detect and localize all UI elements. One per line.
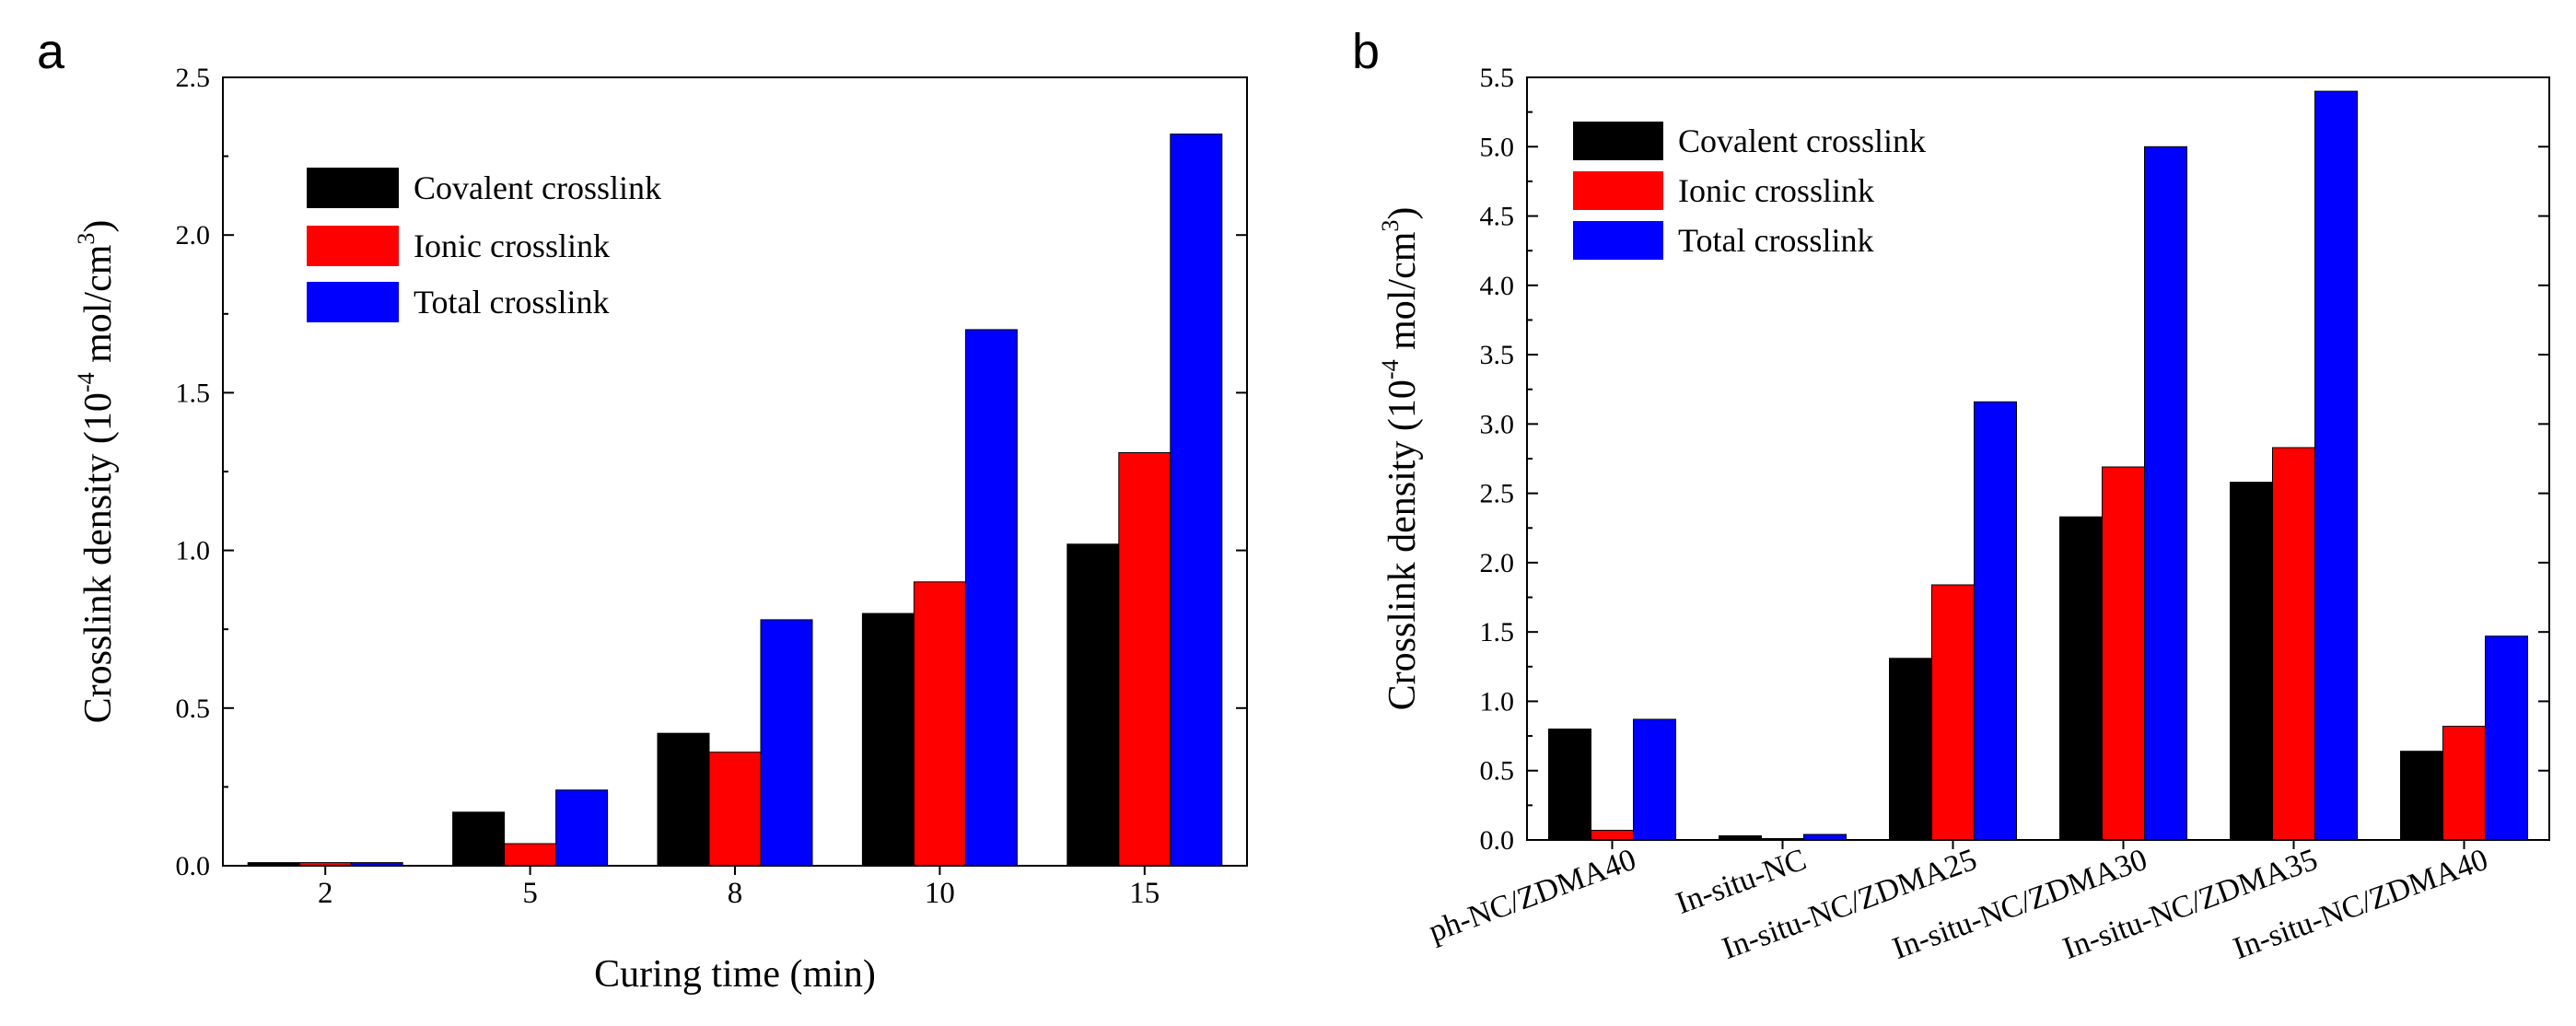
bar-b-total-crosslink-5 (2485, 635, 2528, 841)
y-tick-label-a-1: 0.5 (176, 694, 211, 724)
bar-b-covalent-crosslink-3 (2059, 516, 2103, 841)
y-tick-label-a-4: 2.0 (176, 220, 211, 251)
bar-a-covalent-crosslink-1 (452, 811, 506, 867)
y-tick-label-b-0: 0.0 (1480, 825, 1515, 856)
legend-a-label-ionic: Ionic crosslink (414, 227, 610, 264)
bar-a-total-crosslink-4 (1170, 134, 1223, 867)
bar-a-ionic-crosslink-3 (913, 581, 966, 867)
legend-b-label-ionic: Ionic crosslink (1678, 172, 1874, 209)
x-tick-label-b-0: ph-NC/ZDMA40 (1425, 843, 1641, 950)
panel-b-plot-frame (1526, 76, 2550, 841)
y-tick-label-b-4: 2.0 (1480, 548, 1515, 578)
y-tick-label-b-10: 5.0 (1480, 132, 1515, 162)
panel-a-y-ticks: 0.0 0.5 1.0 1.5 2.0 2.5 (176, 63, 1247, 881)
panel-b-y-ticks: 0.0 0.5 1.0 1.5 2.0 2.5 3.0 3.5 4.0 4.5 5.0 5.5 (1480, 63, 2549, 856)
bar-a-ionic-crosslink-2 (708, 752, 762, 867)
y-tick-label-b-11: 5.5 (1480, 63, 1515, 93)
y-tick-label-b-8: 4.0 (1480, 271, 1515, 301)
y-tick-label-b-7: 3.5 (1480, 340, 1515, 370)
panel-b-y-axis-title: Crosslink density (10-4 mol/cm3) (1377, 207, 1424, 711)
y-tick-label-b-1: 0.5 (1480, 756, 1515, 787)
y-tick-label-a-2: 1.0 (176, 536, 211, 566)
y-tick-label-b-6: 3.0 (1480, 409, 1515, 439)
panel-a-plot-frame (222, 76, 1248, 867)
bar-b-covalent-crosslink-4 (2230, 482, 2273, 841)
legend-b-swatch-total (1573, 221, 1663, 260)
panel-a-x-ticks: 2 5 8 10 15 (318, 866, 1160, 910)
bar-b-ionic-crosslink-2 (1931, 584, 1975, 841)
y-tick-label-b-3: 1.5 (1480, 617, 1515, 647)
legend-a-label-total: Total crosslink (414, 284, 609, 321)
bar-b-covalent-crosslink-5 (2400, 751, 2443, 841)
legend-b-label-total: Total crosslink (1678, 222, 1873, 259)
bar-b-ionic-crosslink-0 (1591, 830, 1634, 841)
panel-label-a: a (37, 24, 65, 79)
legend-a-swatch-total (307, 282, 399, 322)
legend-a-swatch-covalent (307, 168, 399, 208)
legend-b-swatch-covalent (1573, 122, 1663, 160)
bar-a-ionic-crosslink-4 (1118, 452, 1171, 867)
bar-b-total-crosslink-2 (1974, 401, 2017, 841)
bar-b-covalent-crosslink-2 (1889, 658, 1932, 841)
bar-b-total-crosslink-3 (2144, 146, 2187, 841)
bar-a-covalent-crosslink-3 (861, 612, 915, 867)
y-tick-label-a-3: 1.5 (176, 378, 211, 408)
panel-a-y-axis-title: Crosslink density (10-4 mol/cm3) (73, 220, 120, 724)
panel-b-x-ticks: ph-NC/ZDMA40 In-situ-NCIn-situ-NC/ZDMA25I… (1425, 840, 2492, 966)
y-tick-label-a-5: 2.5 (176, 63, 211, 93)
x-tick-label-a-2: 8 (728, 877, 743, 910)
legend-b-swatch-ionic (1573, 171, 1663, 210)
bar-a-total-crosslink-3 (964, 329, 1018, 867)
legend-a-label-covalent: Covalent crosslink (414, 169, 661, 206)
bar-a-ionic-crosslink-1 (504, 843, 557, 867)
panel-b-bars (1548, 90, 2528, 841)
bar-b-ionic-crosslink-4 (2272, 447, 2315, 841)
bar-b-ionic-crosslink-3 (2102, 466, 2145, 841)
bar-b-ionic-crosslink-5 (2442, 726, 2486, 841)
x-tick-label-a-3: 10 (925, 877, 955, 910)
panel-a-x-axis-title: Curing time (min) (594, 953, 876, 996)
bar-a-total-crosslink-1 (555, 789, 609, 867)
bar-b-covalent-crosslink-0 (1548, 729, 1591, 841)
panel-a-bars (247, 134, 1223, 867)
y-tick-label-b-9: 4.5 (1480, 202, 1515, 232)
bar-b-total-crosslink-0 (1633, 718, 1676, 841)
x-tick-label-a-1: 5 (522, 877, 538, 910)
bar-a-covalent-crosslink-2 (657, 732, 710, 867)
y-tick-label-b-2: 1.0 (1480, 686, 1515, 717)
x-tick-label-a-0: 2 (318, 877, 333, 910)
panel-a: a 0.0 0.5 1.0 1.5 2.0 2.5 2 5 8 10 15 Crosslink d… (37, 24, 1248, 996)
bar-a-total-crosslink-2 (760, 619, 813, 867)
bar-b-total-crosslink-4 (2314, 90, 2358, 841)
panel-b-legend: Covalent crosslink Ionic crosslink Total… (1573, 122, 1926, 260)
legend-a-swatch-ionic (307, 226, 399, 266)
legend-b-label-covalent: Covalent crosslink (1678, 122, 1926, 159)
bar-a-covalent-crosslink-4 (1067, 543, 1120, 867)
panel-a-legend: Covalent crosslink Ionic crosslink Total… (307, 168, 661, 322)
panel-b: b 0.0 0.5 1.0 1.5 2.0 2.5 3.0 3.5 4.0 4.5 5.0 5.5 p… (1352, 24, 2550, 966)
panel-label-b: b (1352, 24, 1380, 79)
y-tick-label-a-0: 0.0 (176, 851, 211, 881)
x-tick-label-a-4: 15 (1129, 877, 1160, 910)
y-tick-label-b-5: 2.5 (1480, 479, 1515, 509)
